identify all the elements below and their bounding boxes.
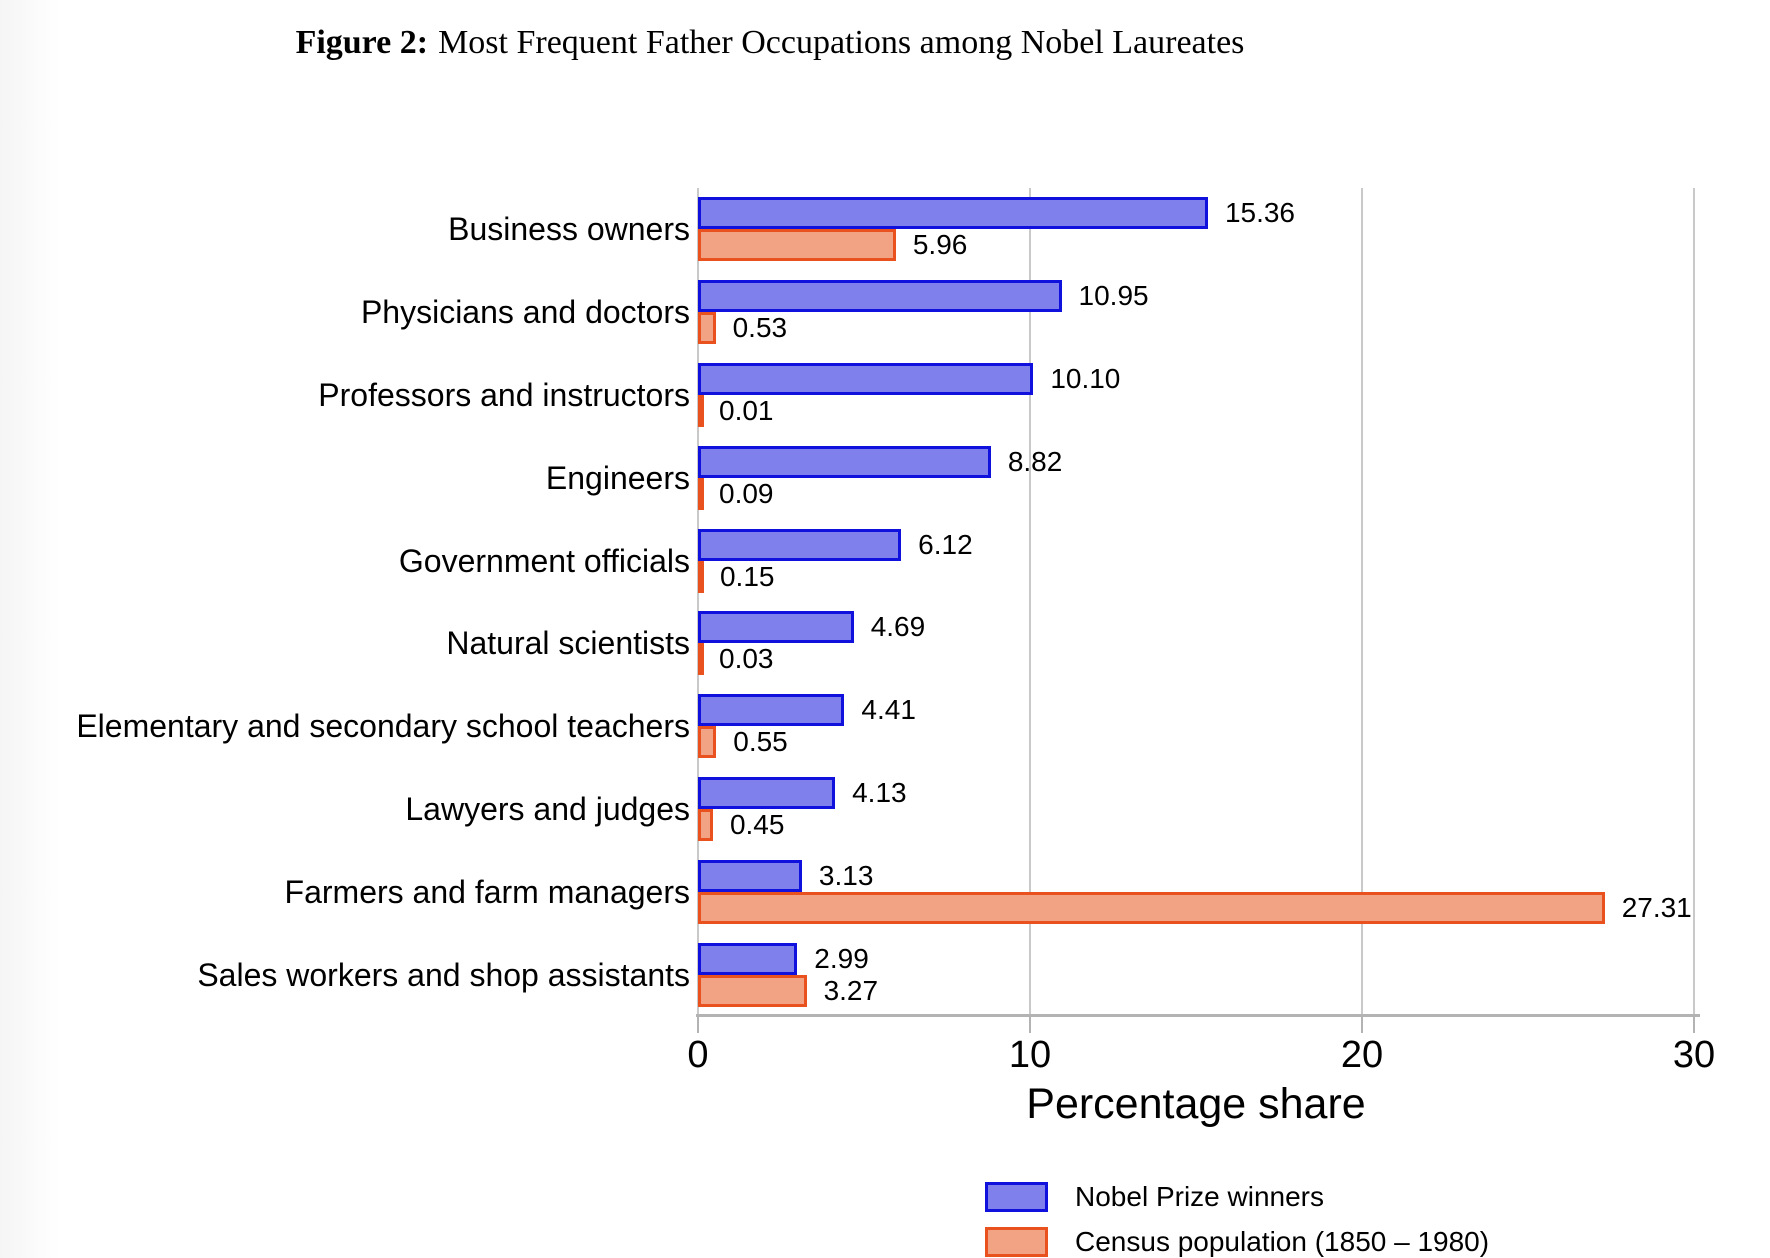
legend-item-nobel: Nobel Prize winners	[985, 1181, 1489, 1212]
bar-value-label: 10.95	[1078, 280, 1149, 312]
x-axis-tick-label-0: 0	[687, 1034, 709, 1076]
category-label: Sales workers and shop assistants	[197, 956, 690, 993]
x-axis-title: Percentage share	[1026, 1080, 1366, 1128]
page-edge-shade	[0, 0, 60, 1258]
bar-census	[698, 974, 807, 1007]
x-axis-tick-0	[697, 1014, 699, 1033]
category-label: Elementary and secondary school teachers	[76, 708, 690, 745]
bar-value-label: 0.09	[719, 477, 774, 509]
category-label: Lawyers and judges	[405, 791, 690, 827]
legend-label-census: Census population (1850 – 1980)	[1075, 1226, 1490, 1257]
legend-label-nobel: Nobel Prize winners	[1075, 1181, 1324, 1212]
bar-value-label: 0.45	[729, 808, 785, 840]
chart-row: 10.10 0.01	[698, 354, 1694, 437]
bar-nobel	[698, 197, 1208, 230]
bar-value-label: 4.13	[852, 776, 907, 808]
plot-area: 15.36 5.96 10.95 0.53 10.10 0.01 8.82 0.09 6.12 0…	[697, 188, 1695, 1016]
legend-swatch-nobel	[985, 1182, 1048, 1212]
bar-census	[698, 808, 713, 841]
bar-value-label: 10.10	[1050, 362, 1121, 394]
bar-census	[698, 312, 716, 345]
bar-value-label: 27.31	[1621, 891, 1692, 923]
gridline-10	[1029, 188, 1031, 1016]
chart-row: 4.41 0.55	[698, 685, 1694, 768]
legend: Nobel Prize winners Census population (1…	[985, 1181, 1490, 1258]
x-axis-tick-10	[1029, 1014, 1031, 1033]
chart-row: 4.13 0.45	[698, 768, 1694, 851]
bar-nobel	[698, 694, 845, 727]
bar-value-label: 0.03	[719, 643, 774, 675]
category-label: Professors and instructors	[318, 377, 690, 413]
x-axis-tick-label-10: 10	[1008, 1034, 1052, 1076]
category-label: Government officials	[398, 542, 690, 579]
figure-title-text: Most Frequent Father Occupations among N…	[438, 24, 1245, 61]
x-axis-tick-label-30: 30	[1672, 1034, 1716, 1076]
bar-value-label: 0.53	[732, 312, 788, 344]
gridline-20	[1361, 188, 1363, 1016]
x-axis-tick-label-20: 20	[1340, 1034, 1384, 1076]
bar-value-label: 4.41	[861, 694, 916, 726]
bar-value-label: 15.36	[1224, 197, 1296, 229]
bar-census	[698, 229, 896, 262]
bar-nobel	[698, 859, 802, 892]
y-axis-category-labels: Business owners Physicians and doctors Pro…	[0, 188, 690, 1016]
chart-row: 3.13 27.31	[698, 850, 1694, 933]
chart-row: 2.99 3.27	[698, 933, 1694, 1016]
bar-census	[698, 891, 1605, 924]
bar-value-label: 0.15	[719, 560, 775, 592]
bar-value-label: 6.12	[918, 528, 973, 560]
gridline-30	[1693, 188, 1695, 1016]
bar-census	[698, 394, 704, 427]
bar-census	[698, 643, 704, 676]
bar-nobel	[698, 776, 836, 809]
bar-nobel	[698, 362, 1034, 395]
chart-row: 4.69 0.03	[698, 602, 1694, 685]
chart-row: 8.82 0.09	[698, 436, 1694, 519]
legend-item-census: Census population (1850 – 1980)	[985, 1226, 1490, 1257]
figure-title-prefix: Figure 2:	[295, 24, 429, 61]
category-label: Business owners	[448, 211, 690, 248]
category-label: Engineers	[545, 459, 690, 496]
bar-nobel	[698, 445, 991, 478]
bar-value-label: 2.99	[814, 942, 869, 974]
bar-value-label: 0.55	[733, 726, 788, 758]
category-label: Physicians and doctors	[360, 294, 690, 331]
bar-value-label: 3.27	[823, 974, 879, 1006]
bar-value-label: 4.69	[870, 611, 926, 643]
x-axis-tick-20	[1361, 1014, 1363, 1033]
x-axis-tick-30	[1693, 1014, 1695, 1033]
bar-value-label: 0.01	[719, 394, 774, 426]
legend-swatch-census	[985, 1227, 1048, 1257]
bar-census	[698, 560, 704, 593]
category-label: Farmers and farm managers	[284, 873, 690, 910]
bar-nobel	[698, 611, 854, 644]
bar-value-label: 8.82	[1007, 445, 1063, 477]
chart-row: 10.95 0.53	[698, 271, 1694, 354]
category-label: Natural scientists	[446, 625, 690, 662]
bar-nobel	[698, 280, 1062, 313]
bar-census	[698, 726, 717, 759]
gridline-0	[697, 188, 699, 1016]
bar-value-label: 3.13	[818, 859, 874, 891]
figure-title: Figure 2: Most Frequent Father Occupation…	[0, 24, 1540, 62]
bar-census	[698, 477, 704, 510]
bar-value-label: 5.96	[912, 229, 968, 261]
chart-row: 15.36 5.96	[698, 188, 1694, 271]
bar-nobel	[698, 942, 798, 975]
chart-row: 6.12 0.15	[698, 519, 1694, 602]
bar-nobel	[698, 528, 902, 561]
x-axis-line	[696, 1014, 1700, 1017]
